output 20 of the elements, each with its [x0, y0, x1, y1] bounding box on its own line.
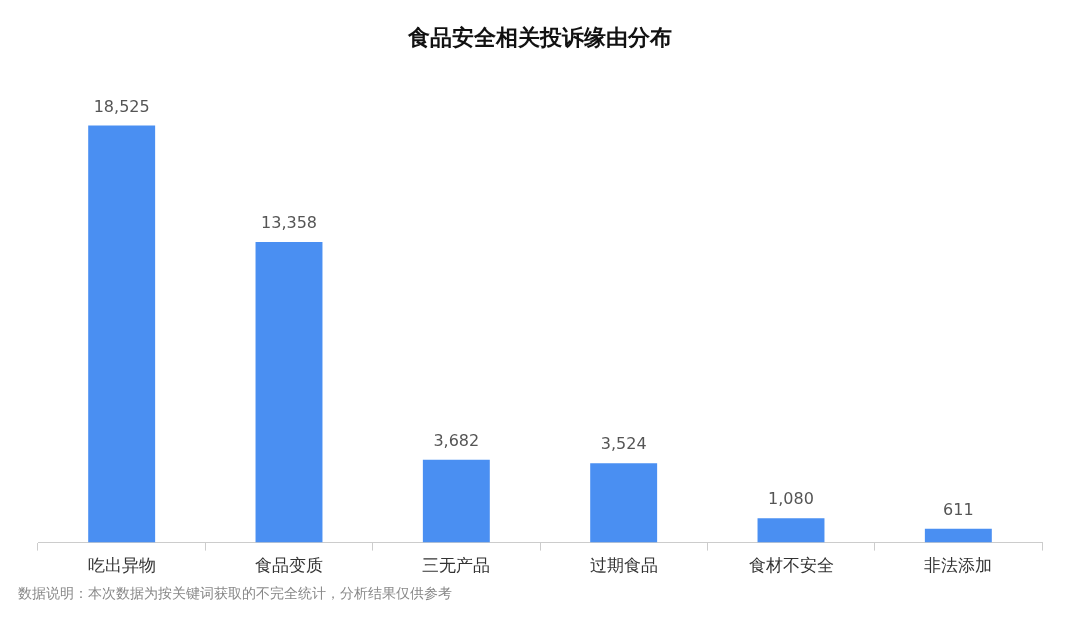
x-tick-label: 食材不安全: [748, 555, 834, 576]
data-label: 3,682: [433, 430, 480, 450]
bar: [422, 459, 490, 543]
x-tick-label: 食品变质: [255, 555, 323, 576]
x-tick-label: 吃出异物: [87, 555, 156, 576]
data-label: 13,358: [261, 213, 317, 233]
data-label: 18,525: [93, 96, 150, 116]
bar: [255, 241, 323, 543]
x-tick-label: 三无产品: [422, 555, 491, 576]
x-tick-label: 过期食品: [589, 555, 658, 576]
x-tick-label: 非法添加: [924, 555, 993, 576]
bar: [590, 463, 658, 543]
data-label: 611: [943, 500, 974, 519]
chart-title: 食品安全相关投诉缘由分布: [407, 24, 672, 50]
bar: [757, 518, 825, 543]
data-label: 3,524: [600, 434, 647, 454]
data-label: 1,080: [768, 489, 814, 509]
bar: [924, 528, 992, 543]
bar: [88, 125, 156, 543]
text: 数据说明：本次数据为按关键词获取的不完全统计，分析结果仅供参考: [18, 584, 453, 603]
